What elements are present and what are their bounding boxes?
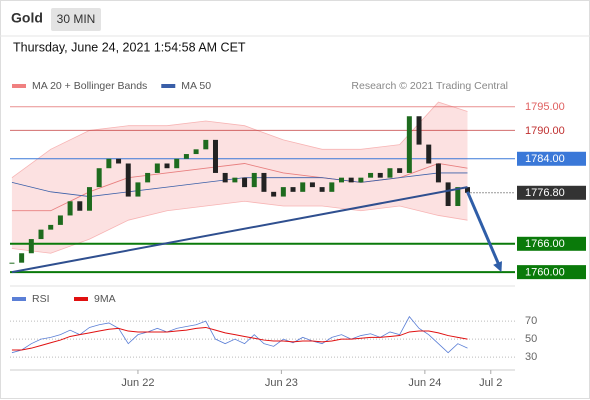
timeframe-badge[interactable] bbox=[51, 8, 101, 31]
level-label: 1766.00 bbox=[525, 238, 565, 250]
timeframe[interactable]: 30 MIN bbox=[57, 12, 96, 26]
rsi-line bbox=[11, 315, 468, 354]
candle bbox=[271, 191, 277, 197]
candle bbox=[19, 253, 25, 263]
candle bbox=[261, 172, 267, 192]
y-tick-label: 50 bbox=[525, 333, 537, 345]
level-box bbox=[517, 265, 586, 280]
x-tick-label: Jun 24 bbox=[408, 377, 441, 389]
candle bbox=[135, 182, 141, 197]
candle bbox=[368, 172, 374, 178]
candle bbox=[397, 168, 403, 173]
candle bbox=[338, 177, 344, 183]
candle bbox=[106, 158, 112, 169]
candle bbox=[67, 201, 73, 216]
legend-swatch bbox=[161, 84, 176, 88]
candle bbox=[174, 158, 180, 169]
candle bbox=[309, 182, 315, 188]
level-box bbox=[517, 185, 586, 200]
legend-label: RSI bbox=[32, 293, 50, 305]
candle bbox=[455, 187, 461, 207]
candle bbox=[38, 229, 44, 240]
candle bbox=[9, 262, 15, 264]
candle bbox=[465, 187, 471, 193]
candle bbox=[57, 215, 63, 225]
candle bbox=[164, 163, 170, 169]
lower-line bbox=[11, 200, 468, 254]
candle bbox=[203, 139, 209, 150]
legend-label: MA 20 + Bollinger Bands bbox=[32, 80, 147, 92]
candle bbox=[300, 182, 306, 192]
legend-label: 9MA bbox=[94, 293, 116, 305]
candle bbox=[290, 187, 296, 192]
candle bbox=[183, 154, 189, 159]
x-tick-label: Jun 22 bbox=[121, 377, 154, 389]
candle bbox=[348, 177, 354, 183]
legend-swatch bbox=[12, 297, 26, 301]
chart-title: Gold bbox=[11, 10, 43, 26]
candle bbox=[96, 168, 102, 188]
candle bbox=[212, 139, 218, 173]
candle bbox=[251, 172, 257, 188]
level-label: 1760.00 bbox=[525, 267, 565, 279]
y-tick-label: 70 bbox=[525, 315, 537, 327]
candle bbox=[329, 182, 335, 192]
forecast-arrow bbox=[466, 191, 501, 267]
candle bbox=[28, 239, 34, 254]
candle bbox=[145, 172, 151, 183]
level-box bbox=[517, 151, 586, 166]
candle bbox=[116, 158, 122, 164]
level-label: 1776.80 bbox=[525, 187, 565, 199]
candle bbox=[77, 201, 83, 211]
candle bbox=[377, 172, 383, 178]
candle bbox=[193, 149, 199, 155]
x-tick-label: Jul 2 bbox=[479, 377, 502, 389]
level-label: 1784.00 bbox=[525, 153, 565, 165]
subtitle: Thursday, June 24, 2021 1:54:58 AM CET bbox=[13, 40, 246, 54]
candle bbox=[48, 224, 54, 230]
candle bbox=[416, 116, 422, 145]
bollinger-band bbox=[11, 102, 468, 254]
candle bbox=[445, 182, 451, 207]
candle bbox=[280, 187, 286, 197]
candle bbox=[86, 187, 92, 211]
arrow-head bbox=[493, 261, 502, 273]
candle bbox=[406, 116, 412, 173]
candle bbox=[242, 177, 248, 188]
candle bbox=[435, 163, 441, 183]
level-box bbox=[517, 236, 586, 251]
x-tick-label: Jun 23 bbox=[265, 377, 298, 389]
candle bbox=[319, 187, 325, 192]
legend-swatch bbox=[12, 84, 26, 88]
candle bbox=[125, 163, 131, 197]
source: Research © 2021 Trading Central bbox=[351, 80, 508, 92]
candle bbox=[232, 177, 238, 183]
trendline bbox=[11, 186, 468, 274]
candle bbox=[222, 172, 228, 183]
y-tick-label: 30 bbox=[525, 351, 537, 363]
candle bbox=[387, 168, 393, 178]
candle bbox=[154, 163, 160, 173]
candle bbox=[426, 144, 432, 164]
level-label: 1790.00 bbox=[525, 125, 565, 137]
legend-swatch bbox=[74, 297, 88, 301]
rsi-line bbox=[11, 326, 468, 351]
level-label: 1795.00 bbox=[525, 101, 565, 113]
candle bbox=[358, 177, 364, 183]
legend-label: MA 50 bbox=[181, 80, 211, 92]
